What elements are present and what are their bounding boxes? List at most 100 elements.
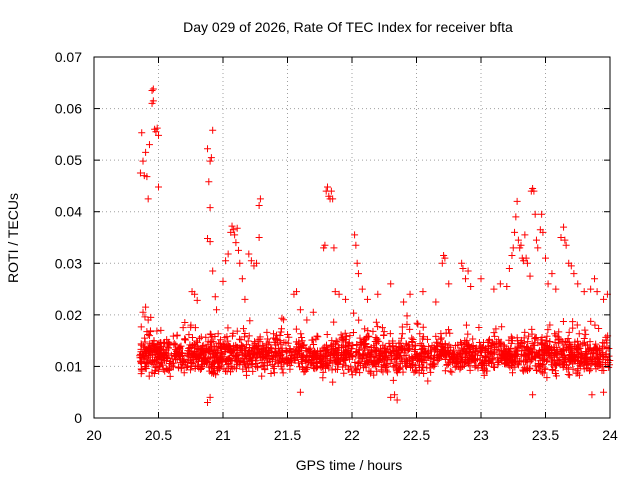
data-point [364, 327, 372, 335]
data-point [443, 360, 451, 368]
data-point [329, 378, 337, 386]
data-point [265, 346, 273, 354]
data-point [184, 362, 192, 370]
data-point [263, 361, 271, 369]
data-point [600, 295, 608, 303]
data-point [567, 262, 575, 270]
data-point [354, 360, 362, 368]
data-point [224, 250, 232, 258]
data-point [452, 354, 460, 362]
data-point [469, 335, 477, 343]
data-point [166, 372, 174, 380]
data-point [193, 296, 201, 304]
data-point [353, 341, 361, 349]
data-point [371, 347, 379, 355]
data-point [194, 345, 202, 353]
data-point [139, 308, 147, 316]
data-point [334, 356, 342, 364]
data-point [341, 329, 349, 337]
data-point [310, 360, 318, 368]
data-point [245, 332, 253, 340]
data-point [300, 353, 308, 361]
data-point [155, 183, 162, 191]
data-point [524, 356, 532, 364]
data-point [309, 308, 317, 316]
data-point [244, 360, 252, 368]
data-point [288, 355, 296, 363]
data-point [249, 367, 257, 375]
data-point [457, 359, 465, 367]
data-point [353, 366, 361, 374]
data-point [255, 234, 263, 241]
data-point [392, 355, 400, 363]
data-point [553, 351, 561, 359]
data-point [408, 334, 416, 342]
data-point [344, 365, 352, 373]
data-point [218, 349, 226, 357]
data-point [302, 357, 310, 365]
data-point [591, 321, 599, 329]
data-point [484, 338, 492, 346]
data-point [389, 339, 397, 347]
data-point [393, 396, 401, 404]
data-point [409, 355, 417, 363]
data-point [258, 342, 266, 350]
data-point [276, 337, 284, 345]
data-point [437, 350, 445, 358]
data-point [603, 344, 611, 352]
data-point [206, 393, 214, 401]
data-point [206, 358, 214, 366]
data-point [560, 223, 568, 231]
data-point [462, 321, 470, 329]
data-point [180, 369, 188, 377]
data-point [293, 288, 301, 296]
data-point [376, 351, 384, 359]
data-point [323, 183, 331, 191]
data-point [313, 358, 321, 366]
data-point [493, 346, 501, 354]
data-point [296, 306, 304, 314]
data-point [512, 213, 520, 221]
data-point [457, 350, 465, 358]
data-point [402, 355, 410, 363]
data-point [211, 342, 219, 350]
data-point [543, 374, 551, 382]
data-point [152, 128, 160, 136]
data-point [327, 187, 335, 195]
data-point [374, 290, 382, 298]
data-point [255, 350, 263, 358]
data-point [278, 314, 286, 322]
data-point [204, 145, 212, 153]
data-point [403, 320, 411, 328]
chart-title: Day 029 of 2026, Rate Of TEC Index for r… [183, 19, 513, 35]
data-point [286, 361, 294, 369]
data-point [244, 337, 252, 345]
data-point [489, 355, 497, 363]
data-point [480, 371, 488, 379]
data-point [157, 326, 165, 334]
data-point [236, 335, 244, 343]
data-point [179, 358, 187, 366]
data-point [178, 364, 186, 372]
y-tick-label: 0.03 [55, 255, 82, 271]
data-point [594, 362, 602, 370]
data-point [599, 342, 607, 350]
data-point [548, 270, 556, 278]
data-point [560, 347, 568, 355]
data-point [176, 345, 184, 353]
data-point [247, 257, 255, 265]
data-point [206, 367, 214, 375]
data-point [284, 330, 292, 338]
data-point [411, 367, 419, 375]
data-point [414, 320, 422, 328]
data-point [331, 288, 339, 296]
data-point [241, 329, 249, 337]
data-point [386, 360, 394, 368]
data-point [137, 340, 145, 348]
data-point [445, 341, 453, 349]
data-point [520, 334, 528, 342]
data-point [464, 330, 472, 338]
data-point [241, 295, 249, 303]
data-point [575, 371, 583, 379]
data-point [349, 328, 357, 336]
